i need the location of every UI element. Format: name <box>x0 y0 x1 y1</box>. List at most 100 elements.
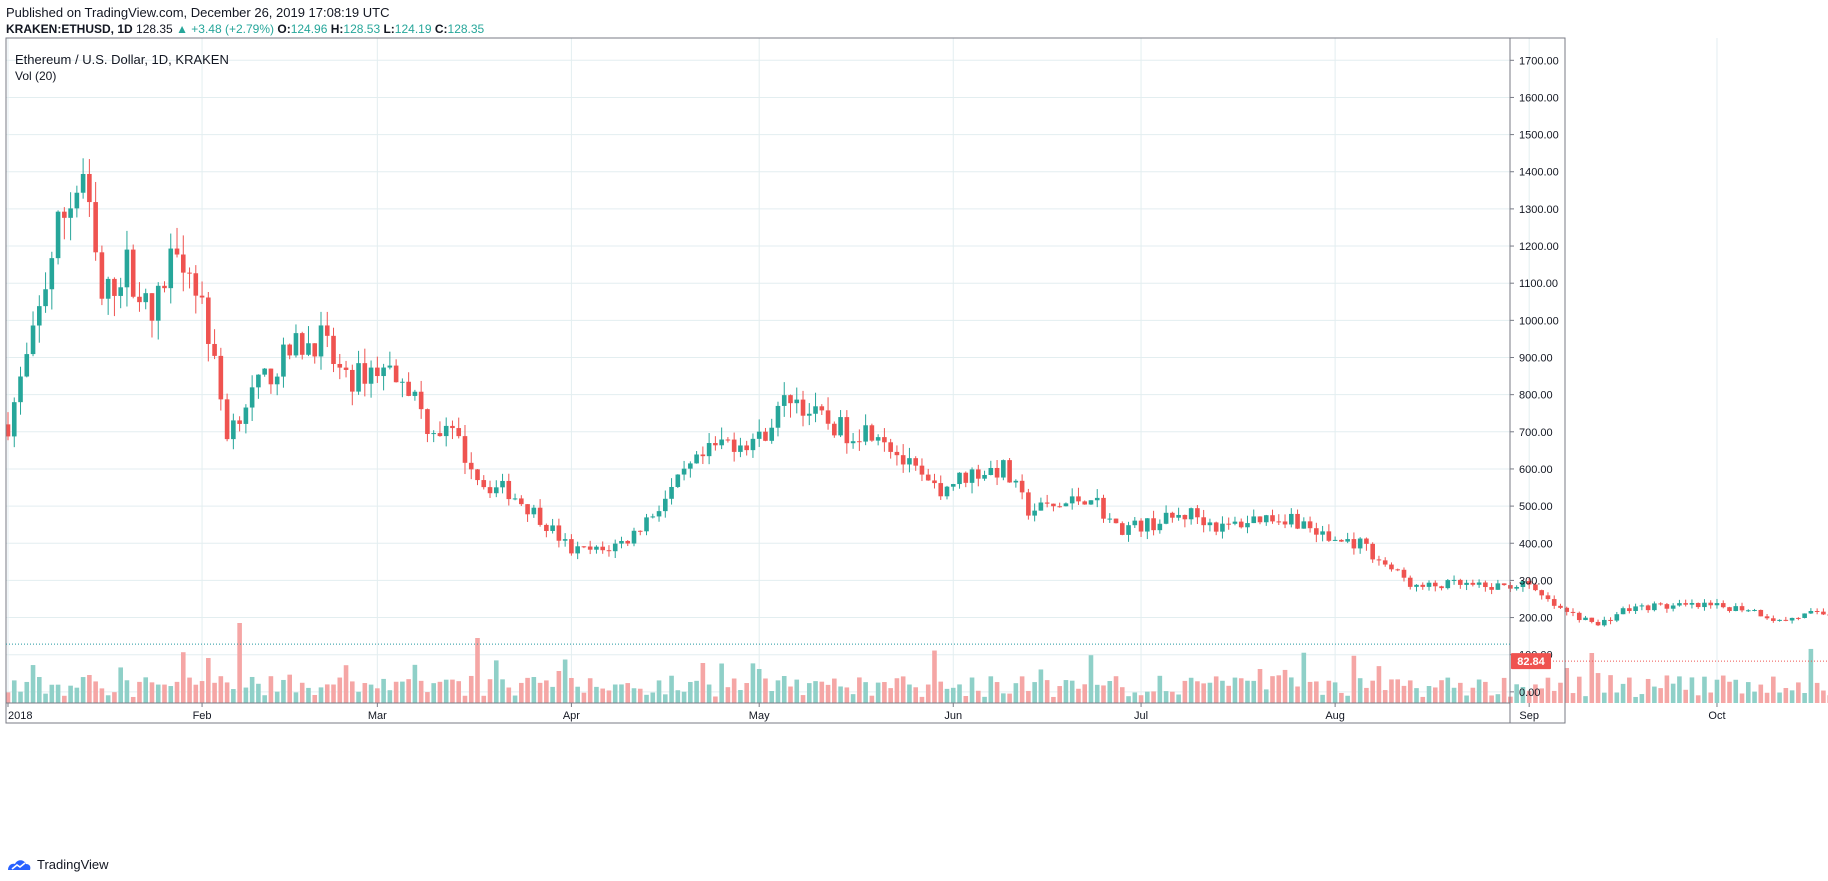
volume-bar <box>1013 683 1019 703</box>
candle-body <box>1407 577 1413 587</box>
candle-body <box>1783 619 1789 621</box>
chart-title: Ethereum / U.S. Dollar, 1D, KRAKEN <box>15 52 229 67</box>
volume-bar <box>850 694 856 703</box>
candle-body <box>1145 518 1150 532</box>
symbol-label: KRAKEN:ETHUSD, 1D <box>6 22 133 36</box>
volume-bar <box>1683 689 1688 703</box>
candle-body <box>950 484 956 487</box>
candle-body <box>1057 506 1062 508</box>
volume-bar <box>55 684 61 703</box>
volume-bar <box>863 682 868 703</box>
candle-body <box>1263 515 1269 523</box>
candle-body <box>738 445 743 452</box>
x-tick-label: Sep <box>1519 710 1539 722</box>
volume-bar <box>393 681 399 703</box>
volume-bar <box>431 683 436 703</box>
volume-bar <box>1489 695 1494 703</box>
symbol-info-line: KRAKEN:ETHUSD, 1D 128.35 ▲ +3.48 (+2.79%… <box>6 22 484 36</box>
candle-body <box>293 333 299 356</box>
volume-bar <box>1069 680 1075 703</box>
y-tick-label: 1300.00 <box>1519 204 1559 216</box>
volume-bar <box>1176 694 1181 703</box>
candle-body <box>813 406 818 414</box>
volume-bar <box>87 675 92 703</box>
volume-bar <box>1814 682 1820 703</box>
volume-bar <box>1295 686 1300 703</box>
volume-bar <box>37 677 42 703</box>
candle-body <box>5 424 11 437</box>
candle-body <box>1226 523 1231 525</box>
candle-body <box>1370 543 1375 560</box>
candle-body <box>1357 538 1363 549</box>
volume-bar <box>1595 673 1601 703</box>
volume-bar <box>1332 682 1338 703</box>
volume-bar <box>1238 678 1244 703</box>
candle-body <box>1539 590 1544 596</box>
volume-bar <box>1627 677 1632 703</box>
volume-bar <box>1270 676 1275 703</box>
candle-body <box>1351 539 1357 549</box>
volume-bar <box>819 681 825 703</box>
y-tick-label: 1200.00 <box>1519 241 1559 253</box>
volume-bar <box>1251 680 1257 703</box>
candle-body <box>819 406 825 411</box>
candle-body <box>1038 502 1044 511</box>
volume-bar <box>1802 692 1807 703</box>
candle-body <box>1026 492 1031 516</box>
candle-body <box>575 546 580 554</box>
volume-bar <box>1226 685 1231 703</box>
volume-bar <box>1088 655 1094 703</box>
y-tick-label: 0.00 <box>1519 687 1540 699</box>
volume-bar <box>456 681 462 703</box>
volume-bar <box>1038 669 1044 703</box>
volume-bar <box>1777 692 1782 703</box>
candle-body <box>750 438 756 451</box>
candle-body <box>375 367 380 377</box>
candle-body <box>1063 503 1069 507</box>
candle-body <box>663 498 668 512</box>
candle-body <box>932 480 937 484</box>
volume-bar <box>1339 692 1344 703</box>
candle-body <box>1602 619 1607 626</box>
volume-bar <box>237 623 242 703</box>
candle-body <box>62 211 67 218</box>
low-label: L: <box>383 22 395 36</box>
change-value: ▲ +3.48 (+2.79%) <box>176 22 275 36</box>
volume-bars <box>5 623 1828 703</box>
candle-body <box>55 211 61 259</box>
x-tick-label: May <box>749 710 770 722</box>
candle-body <box>343 367 349 370</box>
candle-body <box>938 483 944 497</box>
candle-body <box>1639 605 1645 607</box>
candle-body <box>162 285 167 289</box>
candle-body <box>287 344 292 356</box>
volume-bar <box>1539 688 1544 703</box>
candle-body <box>963 472 969 483</box>
candle-body <box>99 252 105 299</box>
candle-body <box>137 296 142 303</box>
volume-bar <box>318 687 324 703</box>
volume-bar <box>1483 681 1488 703</box>
volume-bar <box>281 679 286 703</box>
volume-bar <box>982 696 987 703</box>
candle-body <box>218 355 224 400</box>
volume-bar <box>1207 682 1213 703</box>
volume-bar <box>1182 680 1188 703</box>
volume-bar <box>356 691 361 703</box>
volume-bar <box>193 684 199 703</box>
candle-body <box>1163 512 1169 524</box>
volume-bar <box>400 681 405 703</box>
candle-body <box>431 433 436 435</box>
high-value: 128.53 <box>343 22 381 36</box>
candle-body <box>1069 496 1075 504</box>
candle-body <box>694 454 699 464</box>
volume-bar <box>963 696 969 703</box>
volume-bar <box>769 691 775 703</box>
volume-bar <box>1057 686 1062 703</box>
volume-bar <box>1796 682 1801 703</box>
footer[interactable]: TradingView <box>6 857 109 872</box>
volume-bar <box>5 692 11 703</box>
y-tick-label: 400.00 <box>1519 538 1553 550</box>
candle-body <box>1545 595 1551 600</box>
